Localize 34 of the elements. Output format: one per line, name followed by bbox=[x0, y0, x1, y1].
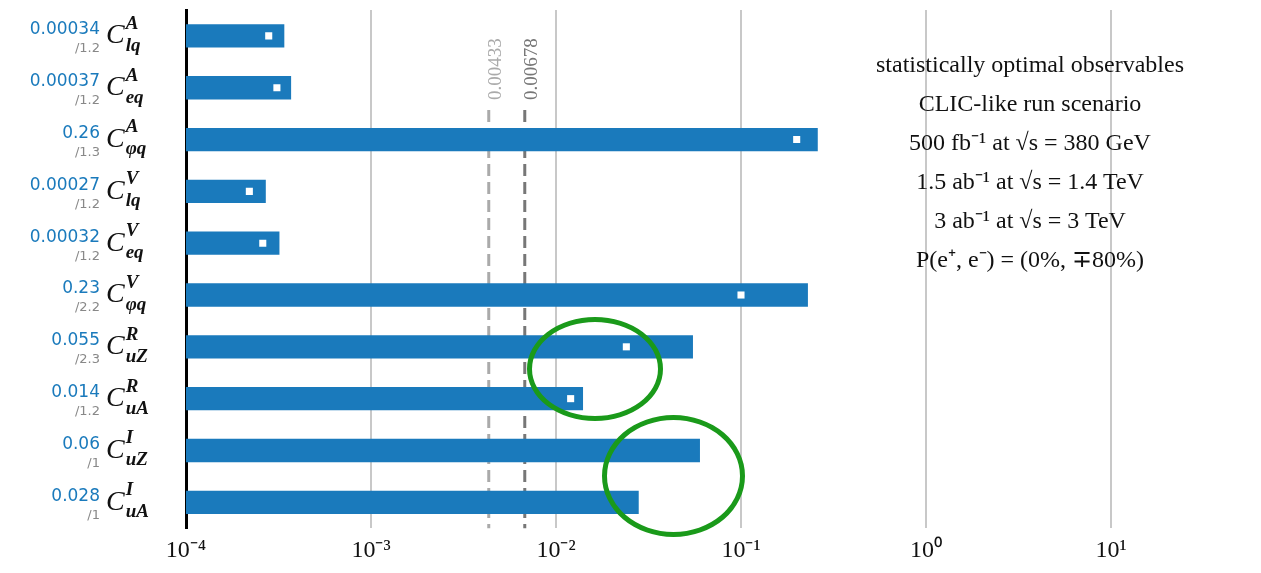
text: /1 bbox=[87, 454, 100, 470]
annotation: 500 fb⁻¹ at √s = 380 GeV bbox=[909, 129, 1152, 156]
x-tick-label: 10⁻² bbox=[536, 535, 576, 562]
text: /2.2 bbox=[74, 299, 100, 315]
text: /1.2 bbox=[74, 40, 100, 56]
text: /1.2 bbox=[74, 403, 100, 419]
x-tick-label: 10⁻¹ bbox=[721, 535, 761, 562]
data-label: 0.26 bbox=[62, 121, 100, 142]
text: /1.2 bbox=[74, 195, 100, 211]
ref-line-label: 0.00433 bbox=[483, 38, 505, 100]
x-tick-label: 10⁰ bbox=[910, 535, 942, 562]
data-label: 0.00032 bbox=[29, 225, 100, 246]
x-tick-label: 10⁻³ bbox=[351, 535, 391, 562]
annotation: statistically optimal observables bbox=[876, 51, 1184, 78]
data-label: 0.014 bbox=[51, 381, 100, 402]
data-label: 0.00027 bbox=[29, 173, 100, 194]
text: /1 bbox=[87, 506, 100, 522]
data-label: 0.055 bbox=[51, 329, 100, 350]
text: /1.2 bbox=[74, 92, 100, 108]
data-label: 0.00037 bbox=[29, 70, 100, 91]
annotation: 3 ab⁻¹ at √s = 3 TeV bbox=[934, 207, 1127, 234]
data-label: 0.00034 bbox=[29, 18, 100, 39]
x-tick-label: 10¹ bbox=[1095, 535, 1127, 562]
text: /1.3 bbox=[74, 143, 100, 159]
x-tick-label: 10⁻⁴ bbox=[165, 535, 207, 562]
data-label: 0.028 bbox=[51, 484, 100, 505]
text: /1.2 bbox=[74, 247, 100, 263]
text: /2.3 bbox=[74, 351, 100, 367]
annotation: 1.5 ab⁻¹ at √s = 1.4 TeV bbox=[916, 168, 1145, 195]
data-label: 0.06 bbox=[62, 432, 100, 453]
ref-line-label: 0.00678 bbox=[519, 38, 541, 100]
annotation: P(e⁺, e⁻) = (0%, ∓80%) bbox=[915, 246, 1145, 273]
annotation: CLIC-like run scenario bbox=[918, 90, 1142, 117]
data-label: 0.23 bbox=[62, 277, 100, 298]
